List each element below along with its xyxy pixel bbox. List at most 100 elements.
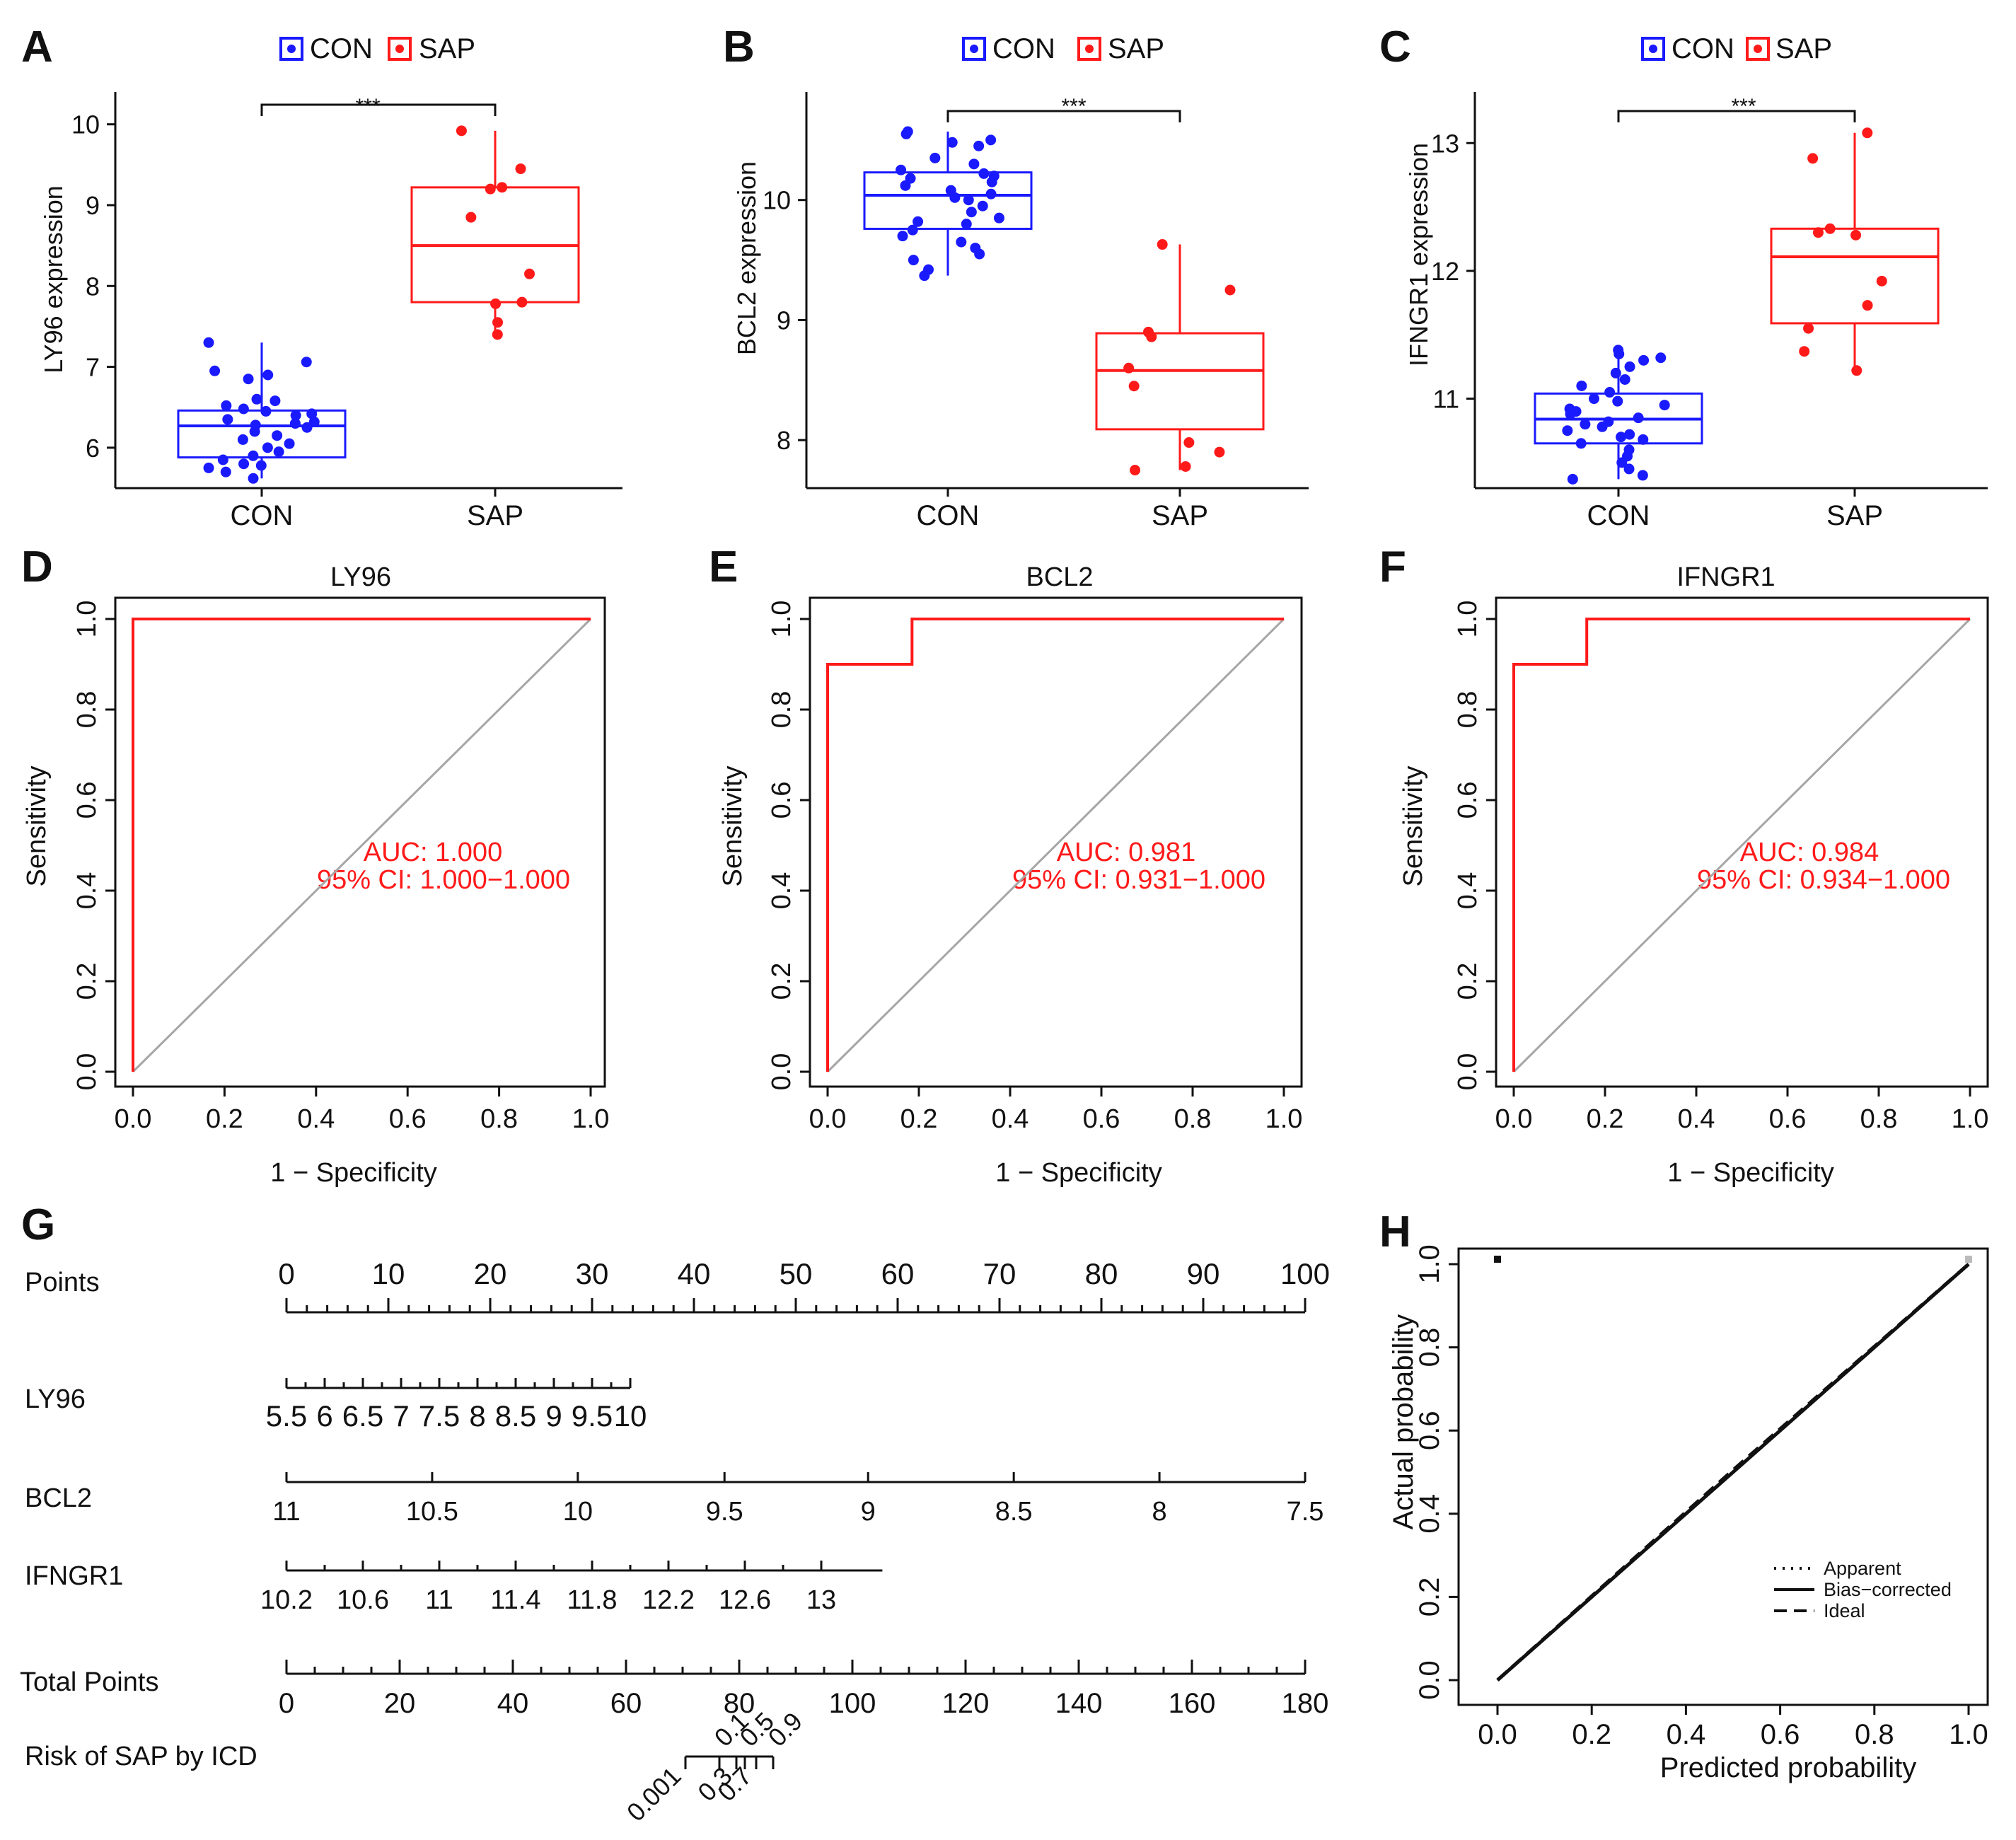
data-point — [290, 410, 301, 421]
y-axis-label: IFNGR1 expression — [1404, 143, 1433, 366]
x-tick-label: 0.6 — [1761, 1719, 1800, 1750]
nomogram-tick-label: 10 — [372, 1257, 405, 1290]
y-tick-label: 0.6 — [767, 782, 796, 819]
nomogram-tick-label: 80 — [1085, 1257, 1118, 1290]
x-tick-label: 0.0 — [1495, 1104, 1533, 1134]
data-point — [896, 164, 907, 175]
data-point — [1130, 465, 1141, 476]
x-axis-label: 1 − Specificity — [995, 1158, 1162, 1188]
data-point — [220, 466, 231, 478]
data-point — [974, 248, 985, 260]
x-tick-label-con: CON — [917, 500, 980, 531]
legend-label-con: CON — [310, 33, 373, 64]
y-tick-label: 0.8 — [1453, 691, 1483, 729]
nomogram-tick-label: 180 — [1282, 1688, 1329, 1719]
legend: CON SAP — [279, 33, 475, 64]
data-point — [516, 296, 528, 308]
y-tick-label: 0.2 — [72, 963, 102, 1000]
nomogram-row-label: IFNGR1 — [25, 1561, 123, 1591]
y-axis-label: LY96 expression — [39, 185, 68, 374]
panel-label: H — [1379, 1208, 1411, 1256]
y-tick-label: 8 — [777, 426, 791, 455]
data-point — [497, 182, 508, 193]
nomogram-tick-label: 0.9 — [763, 1706, 808, 1752]
data-point — [1612, 395, 1623, 407]
nomogram-tick-label: 20 — [474, 1257, 507, 1290]
x-tick-label-sap: SAP — [1152, 500, 1208, 531]
data-point — [1633, 412, 1644, 424]
legend: CON SAP — [1641, 33, 1832, 64]
y-tick-label: 0.8 — [1414, 1328, 1445, 1367]
x-tick-label: 0.6 — [389, 1104, 427, 1134]
data-point — [1876, 275, 1887, 287]
auc-label: AUC: 0.981 — [1057, 838, 1195, 867]
y-tick-label: 1.0 — [1414, 1244, 1445, 1284]
nomogram-tick-label: 10 — [614, 1399, 647, 1433]
data-point — [1619, 374, 1630, 385]
nomogram-tick-label: 0.001 — [621, 1761, 687, 1827]
x-tick-label: 0.0 — [809, 1104, 847, 1134]
x-tick-label: 0.8 — [1174, 1104, 1212, 1134]
nomogram-row-label: Points — [25, 1268, 100, 1297]
data-point — [203, 462, 214, 473]
legend-swatch-con-dot — [1649, 45, 1657, 53]
nomogram-tick-label: 6.5 — [342, 1399, 383, 1433]
data-point — [1183, 437, 1195, 449]
data-point — [1128, 381, 1140, 392]
x-tick-label: 0.0 — [115, 1104, 152, 1134]
data-point — [1616, 432, 1627, 443]
y-tick-label: 0.0 — [72, 1053, 102, 1091]
y-axis-label: Sensitivity — [718, 765, 748, 886]
roc-curve — [826, 618, 1284, 1072]
legend-swatch-sap-dot — [1754, 45, 1762, 53]
nomogram-tick-label: 60 — [610, 1688, 642, 1719]
y-tick-label: 0.4 — [767, 872, 796, 910]
data-point — [203, 337, 214, 348]
legend-swatch-sap — [388, 37, 412, 61]
nomogram-tick-label: 7 — [393, 1399, 409, 1433]
legend: CON SAP — [962, 33, 1164, 64]
data-point — [985, 134, 997, 146]
nomogram-tick-label: 10.6 — [337, 1585, 389, 1615]
data-point — [1637, 470, 1648, 481]
x-tick-label: 0.6 — [1083, 1104, 1120, 1134]
data-point — [248, 450, 259, 461]
y-tick-label: 0.4 — [72, 872, 102, 910]
data-point — [1799, 346, 1810, 357]
nomogram-tick-label: 9 — [545, 1399, 562, 1433]
data-point — [209, 365, 221, 376]
nomogram-tick-label: 11.8 — [567, 1585, 617, 1615]
nomogram-tick-label: 5.5 — [266, 1399, 307, 1433]
nomogram-tick-label: 9 — [861, 1497, 876, 1527]
y-tick-label: 0.6 — [1453, 782, 1483, 819]
nomogram-row-label: Total Points — [20, 1667, 158, 1697]
y-tick-label: 0.6 — [72, 782, 102, 819]
data-point — [1576, 380, 1587, 391]
plot-frame — [114, 596, 606, 1088]
panel-label: D — [21, 543, 53, 591]
data-point — [986, 176, 997, 187]
nomogram-tick-label: 8 — [469, 1399, 485, 1433]
nomogram-tick-label: 8.5 — [995, 1497, 1033, 1527]
y-tick-label: 0.4 — [1453, 872, 1483, 910]
y-tick-label: 7 — [86, 353, 100, 382]
data-point — [1597, 421, 1608, 432]
auc-label: AUC: 1.000 — [364, 838, 502, 867]
box-sap — [1095, 332, 1265, 431]
data-point — [1610, 367, 1621, 378]
data-point — [308, 416, 320, 427]
data-point — [908, 255, 919, 266]
data-point — [1614, 348, 1625, 359]
y-tick-label: 1.0 — [767, 601, 796, 638]
data-point — [492, 317, 504, 328]
nomogram-tick-label: 20 — [384, 1688, 416, 1719]
y-tick-label: 1.0 — [72, 601, 102, 638]
x-tick-label: 0.2 — [1572, 1719, 1611, 1750]
data-point — [919, 270, 930, 282]
legend-label-con: CON — [992, 33, 1055, 64]
legend-label-sap: SAP — [1108, 33, 1164, 64]
nomogram-tick-label: 8 — [1152, 1497, 1167, 1527]
data-point — [946, 137, 958, 148]
data-point — [961, 219, 972, 230]
data-point — [966, 207, 977, 218]
